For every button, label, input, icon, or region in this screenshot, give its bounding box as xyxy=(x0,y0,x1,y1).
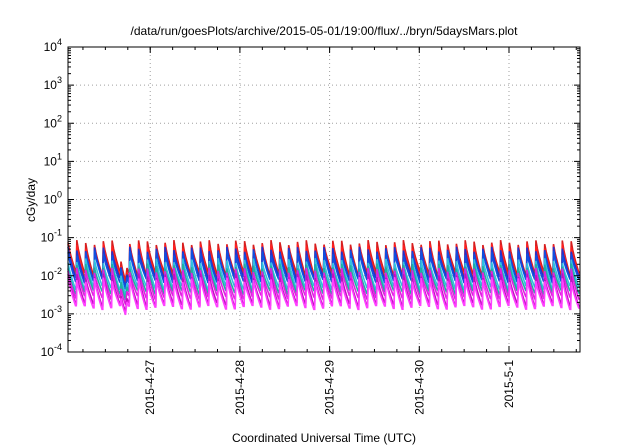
y-tick-label: 10-4 xyxy=(41,342,62,359)
x-axis: 2015-4-27 2015-4-28 2015-4-29 2015-4-30 2015… xyxy=(82,47,577,415)
y-axis-label: cGy/day xyxy=(24,178,38,222)
y-tick-label: 10-2 xyxy=(41,266,62,283)
y-tick-label: 103 xyxy=(44,75,62,92)
x-tick-label: 2015-4-28 xyxy=(233,360,247,415)
x-tick-label: 2015-4-29 xyxy=(323,360,337,415)
y-tick-label: 102 xyxy=(44,113,62,130)
y-axis: 10-4 10-3 10-2 10-1 100 101 102 103 104 xyxy=(41,37,580,359)
y-tick-label: 101 xyxy=(44,151,62,168)
y-tick-label: 10-1 xyxy=(41,228,62,245)
series-line xyxy=(67,276,580,316)
x-axis-label: Coordinated Universal Time (UTC) xyxy=(232,431,416,445)
x-tick-label: 2015-4-30 xyxy=(412,360,426,415)
y-tick-label: 104 xyxy=(44,37,62,54)
x-tick-label: 2015-4-27 xyxy=(143,360,157,415)
chart-title: /data/run/goesPlots/archive/2015-05-01/1… xyxy=(131,24,519,38)
series-group xyxy=(67,239,580,316)
y-tick-label: 10-3 xyxy=(41,304,62,321)
x-tick-label: 2015-5-1 xyxy=(502,360,516,408)
y-tick-label: 100 xyxy=(44,190,62,207)
